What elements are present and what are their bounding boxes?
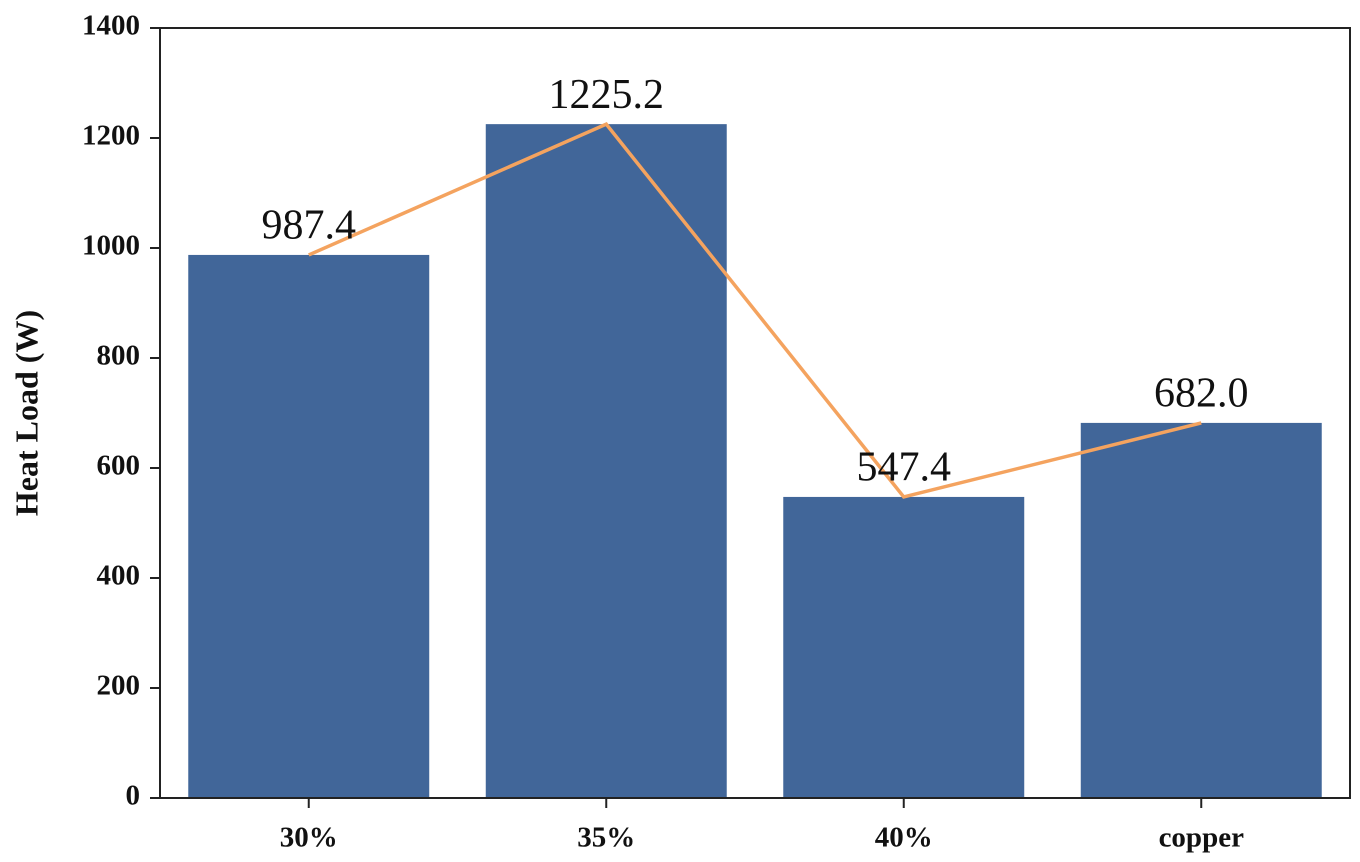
data-label: 1225.2 [549,72,665,118]
x-tick-label: 40% [875,822,933,854]
bar [188,254,430,798]
y-tick-label: 1400 [82,10,140,42]
bar [1080,422,1322,798]
y-axis-label: Heat Load (W) [8,310,44,516]
y-tick-label: 1000 [82,230,140,262]
bar [485,124,727,798]
y-tick-label: 600 [97,450,141,482]
trend-line [308,121,1202,499]
x-tick-label: 35% [577,822,635,854]
y-tick-label: 400 [97,560,141,592]
y-tick-label: 800 [97,340,141,372]
data-label: 547.4 [857,445,952,491]
data-label: 682.0 [1154,371,1249,417]
x-tick-label: 30% [280,822,338,854]
bar [783,496,1025,798]
plot-frame [159,27,1351,799]
y-tick-label: 200 [97,670,141,702]
x-tick-label: copper [1159,822,1245,854]
data-label: 987.4 [262,203,357,249]
y-tick-label: 1200 [82,120,140,152]
y-tick-label: 0 [126,780,141,812]
